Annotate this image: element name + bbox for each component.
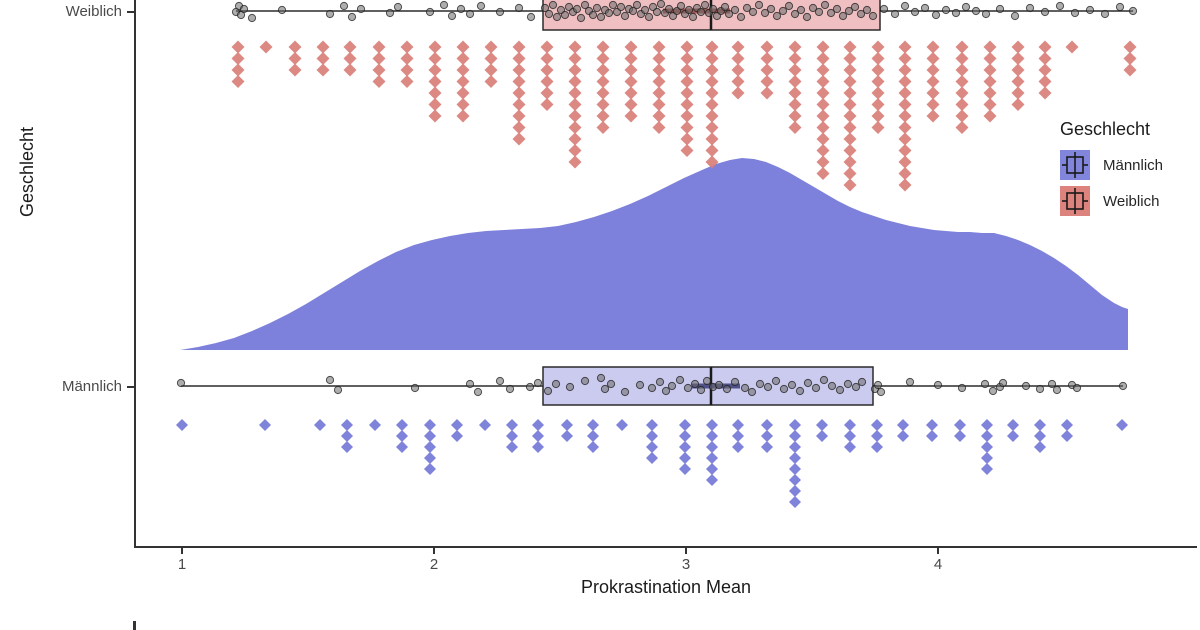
boxplot-key-icon — [1060, 186, 1090, 216]
y-axis-title: Geschlecht — [17, 126, 37, 218]
x-axis-title: Prokrastination Mean — [580, 577, 752, 597]
legend-label-weiblich: Weiblich — [1103, 192, 1160, 210]
legend: Geschlecht Männlich Weiblich — [1060, 119, 1163, 222]
dot-stacks-maennlich — [176, 419, 1128, 508]
legend-title: Geschlecht — [1060, 119, 1151, 139]
jitter-points-maennlich — [176, 373, 1128, 397]
boxplot-key-icon — [1060, 150, 1090, 180]
legend-label-maennlich: Männlich — [1103, 156, 1164, 174]
jitter-points-weiblich — [231, 0, 1138, 23]
y-tick-label-weiblich: Weiblich — [65, 3, 122, 20]
legend-item-maennlich: Männlich — [1060, 150, 1163, 180]
density-area-maennlich — [180, 158, 1128, 350]
x-tick-label-2: 2 — [429, 556, 439, 573]
cropped-axis-fragment — [133, 621, 136, 630]
legend-item-weiblich: Weiblich — [1060, 186, 1163, 216]
axes — [127, 0, 1197, 630]
y-tick-label-maennlich: Männlich — [61, 378, 122, 395]
x-tick-label-1: 1 — [177, 556, 187, 573]
x-tick-label-4: 4 — [933, 556, 943, 573]
dot-stacks-weiblich — [231, 40, 1137, 192]
x-tick-label-3: 3 — [681, 556, 691, 573]
